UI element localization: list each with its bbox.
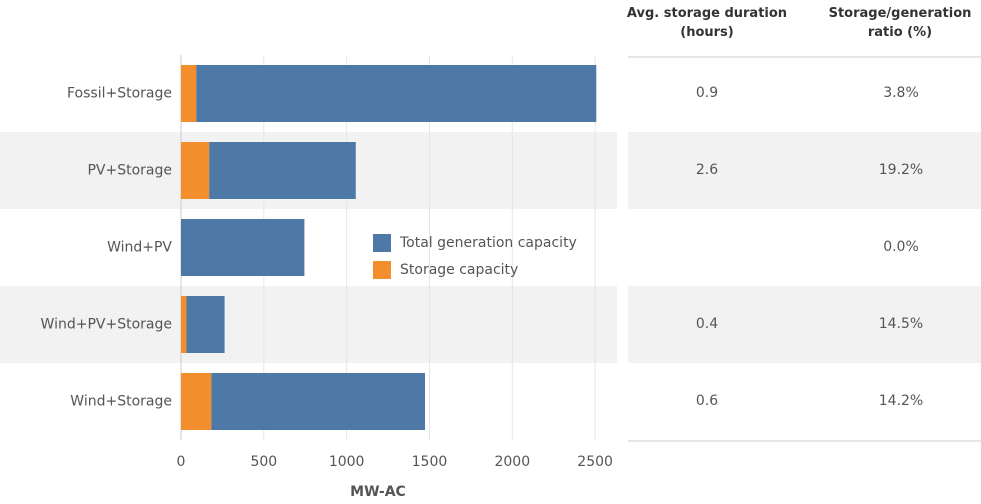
legend-swatch [373, 261, 391, 279]
x-tick-label: 2500 [577, 454, 613, 470]
y-tick-label: Wind+PV [107, 240, 172, 256]
table-cell: 0.6 [695, 392, 719, 409]
bar-segment [209, 142, 356, 199]
table-header: Storage/generation ratio (%) [828, 6, 972, 40]
table-cell: 19.2% [878, 161, 924, 178]
x-tick-label: 1000 [329, 454, 365, 470]
x-tick-label: 500 [250, 454, 277, 470]
bar-segment [196, 65, 597, 122]
bar-segment [181, 296, 187, 353]
row-band [628, 286, 981, 363]
table-cell: 0.9 [695, 84, 719, 101]
bar-segment [181, 373, 212, 430]
table-header: Avg. storage duration (hours) [626, 6, 788, 40]
legend-label: Storage capacity [400, 262, 518, 278]
bar-segment [181, 219, 305, 276]
legend-label: Total generation capacity [399, 235, 577, 251]
y-tick-label: Fossil+Storage [67, 86, 172, 102]
row-band [0, 286, 617, 363]
y-tick-label: Wind+Storage [70, 394, 172, 410]
x-axis-label: MW-AC [350, 484, 406, 500]
row-band [628, 132, 981, 209]
legend-swatch [373, 234, 391, 252]
bar-segment [181, 142, 210, 199]
bar-segment [211, 373, 426, 430]
table-cell: 14.2% [878, 392, 924, 409]
x-tick-label: 2000 [494, 454, 530, 470]
table-cell: 14.5% [878, 315, 924, 332]
x-tick-label: 0 [177, 454, 186, 470]
table-cell: 3.8% [883, 84, 919, 101]
y-tick-label: Wind+PV+Storage [41, 317, 172, 333]
bar-segment [186, 296, 225, 353]
x-tick-label: 1500 [412, 454, 448, 470]
table-cell: 2.6 [695, 161, 719, 178]
y-tick-label: PV+Storage [87, 163, 172, 179]
table-cell: 0.0% [883, 238, 919, 255]
bar-segment [181, 65, 197, 122]
table-cell: 0.4 [695, 315, 719, 332]
